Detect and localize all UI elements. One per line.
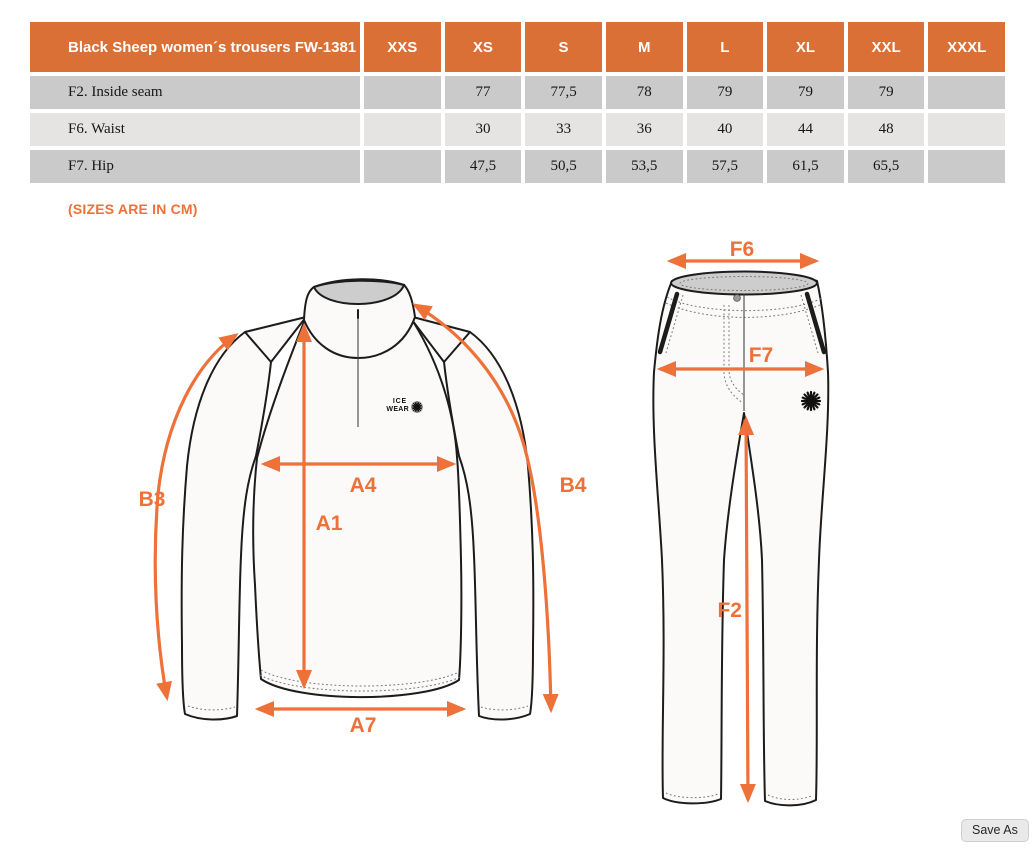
size-header-m: M <box>605 22 683 72</box>
label-a1: A1 <box>316 512 343 535</box>
label-f6: F6 <box>730 238 755 261</box>
size-header-s: S <box>525 22 602 72</box>
size-value-cell <box>928 113 1005 146</box>
size-value-cell: 47,5 <box>444 150 522 183</box>
table-title: Black Sheep women´s trousers FW-1381 <box>30 22 360 72</box>
label-a4: A4 <box>350 474 377 497</box>
size-value-cell: 53,5 <box>605 150 683 183</box>
size-table: Black Sheep women´s trousers FW-1381 XXS… <box>30 22 1005 183</box>
save-as-button[interactable]: Save As <box>961 819 1029 842</box>
size-value-cell <box>928 76 1005 109</box>
left-pocket <box>657 291 680 355</box>
size-header-xxl: XXL <box>847 22 925 72</box>
size-value-cell: 61,5 <box>767 150 844 183</box>
right-pocket <box>804 291 827 355</box>
size-value-cell: 48 <box>847 113 925 146</box>
size-value-cell: 50,5 <box>525 150 602 183</box>
size-value-cell: 79 <box>767 76 844 109</box>
logo-text-ice: ICE <box>393 398 407 405</box>
label-b4: B4 <box>560 474 587 497</box>
sweater-drawing: ICE WEAR B3 A4 A1 B4 A7 <box>139 278 587 737</box>
trousers-drawing: F6 F7 F2 <box>652 238 830 807</box>
size-value-cell: 77 <box>444 76 522 109</box>
arrow-b4 <box>412 303 559 714</box>
size-value-cell: 79 <box>686 76 764 109</box>
sizes-note: (SIZES ARE IN CM) <box>68 201 198 217</box>
size-value-cell: 33 <box>525 113 602 146</box>
size-value-cell: 65,5 <box>847 150 925 183</box>
size-value-cell: 36 <box>605 113 683 146</box>
collar-inner <box>312 279 406 305</box>
label-a7: A7 <box>350 714 377 737</box>
size-value-cell: 78 <box>605 76 683 109</box>
arrow-b3 <box>153 333 239 702</box>
size-value-cell <box>364 76 441 109</box>
size-header-xs: XS <box>444 22 522 72</box>
size-value-cell <box>364 150 441 183</box>
label-b3: B3 <box>139 488 166 511</box>
size-header-xxxl: XXXL <box>928 22 1005 72</box>
size-value-cell <box>928 150 1005 183</box>
size-header-l: L <box>686 22 764 72</box>
waistband-opening <box>670 270 818 296</box>
row-label-hip: F7. Hip <box>30 150 360 183</box>
label-f7: F7 <box>749 344 774 367</box>
left-shoulder-seam <box>244 331 272 363</box>
logo-text-wear: WEAR <box>386 406 409 413</box>
row-label-inside-seam: F2. Inside seam <box>30 76 360 109</box>
label-f2: F2 <box>717 599 742 622</box>
size-value-cell: 30 <box>444 113 522 146</box>
size-value-cell: 77,5 <box>525 76 602 109</box>
size-value-cell: 57,5 <box>686 150 764 183</box>
size-value-cell: 44 <box>767 113 844 146</box>
size-header-xxs: XXS <box>364 22 441 72</box>
waist-button <box>733 294 741 302</box>
trousers-snowflake-icon <box>800 390 822 412</box>
size-value-cell: 40 <box>686 113 764 146</box>
size-header-xl: XL <box>767 22 844 72</box>
row-label-waist: F6. Waist <box>30 113 360 146</box>
arrow-f2 <box>738 415 756 804</box>
size-value-cell: 79 <box>847 76 925 109</box>
sweater-snowflake-icon <box>411 401 423 413</box>
size-value-cell <box>364 113 441 146</box>
